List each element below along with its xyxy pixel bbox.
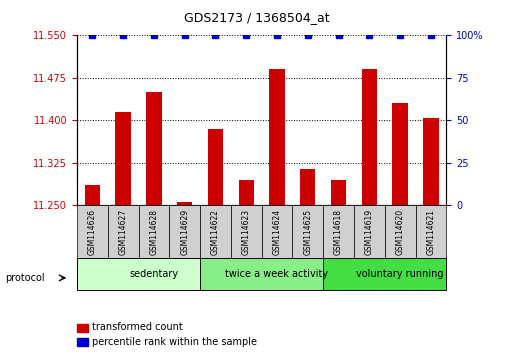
FancyBboxPatch shape bbox=[139, 205, 169, 258]
Bar bbox=[331, 180, 346, 205]
FancyBboxPatch shape bbox=[323, 205, 354, 258]
Text: GSM114620: GSM114620 bbox=[396, 209, 405, 255]
Text: twice a week activity: twice a week activity bbox=[225, 269, 329, 279]
Text: GSM114625: GSM114625 bbox=[303, 209, 312, 255]
Text: voluntary running: voluntary running bbox=[357, 269, 444, 279]
Text: GSM114621: GSM114621 bbox=[426, 209, 436, 255]
FancyBboxPatch shape bbox=[77, 205, 108, 258]
Text: transformed count: transformed count bbox=[92, 322, 183, 332]
Text: GSM114627: GSM114627 bbox=[119, 209, 128, 255]
FancyBboxPatch shape bbox=[77, 258, 200, 290]
Text: GSM114628: GSM114628 bbox=[149, 209, 159, 255]
Text: GSM114619: GSM114619 bbox=[365, 209, 374, 255]
FancyBboxPatch shape bbox=[108, 205, 139, 258]
Bar bbox=[115, 112, 131, 205]
FancyBboxPatch shape bbox=[385, 205, 416, 258]
Bar bbox=[146, 92, 162, 205]
Bar bbox=[85, 185, 100, 205]
Text: GSM114624: GSM114624 bbox=[272, 209, 282, 255]
Text: GSM114622: GSM114622 bbox=[211, 209, 220, 255]
Text: percentile rank within the sample: percentile rank within the sample bbox=[92, 337, 258, 347]
Text: GSM114618: GSM114618 bbox=[334, 209, 343, 255]
Text: GSM114623: GSM114623 bbox=[242, 209, 251, 255]
FancyBboxPatch shape bbox=[416, 205, 446, 258]
FancyBboxPatch shape bbox=[169, 205, 200, 258]
FancyBboxPatch shape bbox=[292, 205, 323, 258]
Bar bbox=[362, 69, 377, 205]
Bar bbox=[423, 118, 439, 205]
FancyBboxPatch shape bbox=[200, 258, 323, 290]
FancyBboxPatch shape bbox=[323, 258, 446, 290]
Bar bbox=[177, 202, 192, 205]
FancyBboxPatch shape bbox=[200, 205, 231, 258]
Bar bbox=[392, 103, 408, 205]
Text: sedentary: sedentary bbox=[129, 269, 179, 279]
FancyBboxPatch shape bbox=[231, 205, 262, 258]
Text: GSM114629: GSM114629 bbox=[180, 209, 189, 255]
Text: GSM114626: GSM114626 bbox=[88, 209, 97, 255]
Text: GDS2173 / 1368504_at: GDS2173 / 1368504_at bbox=[184, 11, 329, 24]
Bar bbox=[208, 129, 223, 205]
FancyBboxPatch shape bbox=[354, 205, 385, 258]
Bar bbox=[239, 180, 254, 205]
Text: protocol: protocol bbox=[5, 273, 45, 283]
FancyBboxPatch shape bbox=[262, 205, 292, 258]
Bar bbox=[269, 69, 285, 205]
Bar bbox=[300, 169, 315, 205]
